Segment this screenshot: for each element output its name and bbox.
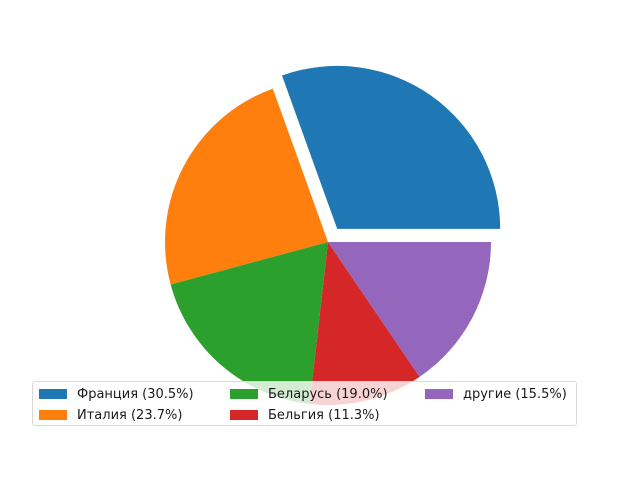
pie-slice-france xyxy=(281,65,501,229)
pie-slice-belgium xyxy=(309,242,420,405)
pie-slice-other xyxy=(328,242,491,377)
legend-entry-france: Франция (30.5%) xyxy=(39,386,194,402)
legend-entry-belarus: Беларусь (19.0%) xyxy=(230,386,388,402)
legend-swatch-belarus xyxy=(230,389,258,399)
legend-label-italy: Италия (23.7%) xyxy=(77,407,183,423)
legend-swatch-belgium xyxy=(230,410,258,420)
pie-slices xyxy=(164,65,501,405)
legend-entry-other: другие (15.5%) xyxy=(425,386,567,402)
legend: Франция (30.5%) Италия (23.7%) Беларусь … xyxy=(32,381,577,426)
legend-entry-belgium: Бельгия (11.3%) xyxy=(230,407,380,423)
pie-slice-belarus xyxy=(170,242,328,404)
legend-label-other: другие (15.5%) xyxy=(463,386,567,402)
legend-label-belgium: Бельгия (11.3%) xyxy=(268,407,380,423)
legend-label-france: Франция (30.5%) xyxy=(77,386,194,402)
legend-swatch-france xyxy=(39,389,67,399)
legend-label-belarus: Беларусь (19.0%) xyxy=(268,386,388,402)
legend-swatch-italy xyxy=(39,410,67,420)
pie-slice-italy xyxy=(164,88,328,285)
legend-entry-italy: Италия (23.7%) xyxy=(39,407,182,423)
legend-swatch-other xyxy=(425,389,453,399)
